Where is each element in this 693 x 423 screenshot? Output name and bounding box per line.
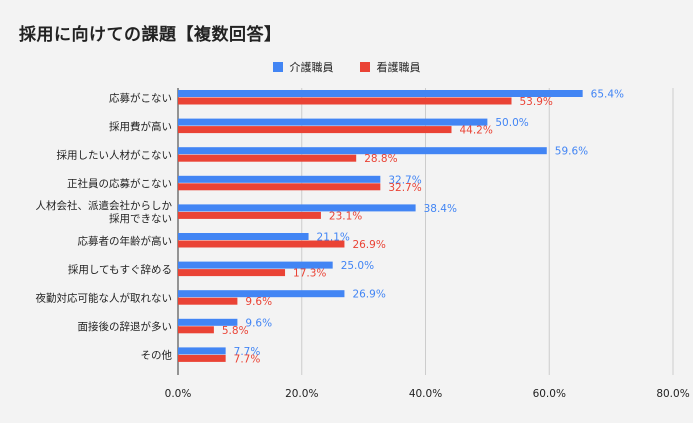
value-label-series-1: 5.8% [222, 325, 249, 337]
value-label-series-0: 50.0% [495, 117, 528, 129]
category-label: その他 [141, 349, 173, 362]
value-label-series-1: 7.7% [234, 353, 261, 365]
bar-series-1 [178, 97, 512, 105]
value-label-series-0: 7.7% [234, 346, 261, 358]
legend-swatch-series-0 [272, 62, 283, 72]
value-label-series-0: 21.1% [317, 232, 350, 244]
category-label: 採用できない [109, 212, 172, 225]
x-tick-label: 80.0% [656, 388, 689, 400]
legend-item-series-0[interactable]: 介護職員 [272, 59, 334, 75]
bar-series-1 [178, 297, 238, 305]
bar-series-0 [178, 175, 381, 183]
category-label: 採用費が高い [109, 120, 172, 133]
bar-series-1 [178, 269, 286, 277]
value-label-series-1: 28.8% [364, 153, 397, 165]
bar-series-1 [178, 326, 214, 334]
value-label-series-1: 44.2% [459, 125, 492, 137]
bar-series-0 [178, 147, 547, 155]
bar-series-0 [178, 290, 345, 298]
bar-series-1 [178, 211, 321, 219]
category-label: 人材会社、派遣会社からしか [36, 199, 173, 212]
category-label: 採用してもすぐ辞める [68, 263, 172, 276]
legend-label-series-0: 介護職員 [289, 61, 334, 74]
bar-series-0 [178, 204, 416, 212]
value-label-series-1: 17.3% [293, 268, 326, 280]
x-tick-label: 60.0% [533, 388, 566, 400]
value-label-series-0: 25.0% [341, 260, 374, 272]
bar-series-0 [178, 318, 238, 326]
category-label: 面接後の辞退が多い [78, 320, 173, 333]
bar-series-0 [178, 233, 309, 240]
x-tick-label: 0.0% [165, 388, 192, 400]
labels: 0.0% 20.0% 40.0% 60.0% 80.0% 応募がこない 65.4% 53.9%… [36, 89, 690, 401]
value-label-series-0: 32.7% [388, 174, 421, 186]
bar-series-1 [178, 154, 357, 162]
value-label-series-0: 38.4% [424, 203, 457, 215]
category-label: 応募者の年齢が高い [78, 234, 173, 247]
value-label-series-0: 9.6% [245, 317, 272, 329]
value-label-series-1: 32.7% [388, 182, 421, 194]
category-label: 正社員の応募がこない [67, 177, 172, 190]
bar-series-1 [178, 126, 452, 134]
value-label-series-1: 53.9% [520, 96, 553, 108]
value-label-series-1: 23.1% [329, 210, 362, 222]
bar-series-0 [178, 261, 333, 269]
legend-label-series-1: 看護職員 [376, 61, 421, 74]
value-label-series-1: 9.6% [245, 296, 272, 308]
category-label: 夜勤対応可能な人が取れない [36, 291, 173, 304]
legend-swatch-series-1 [359, 62, 370, 72]
legend-item-series-1[interactable]: 看護職員 [359, 59, 421, 75]
chart-title: 採用に向けての課題【複数回答】 [19, 25, 282, 45]
bar-series-1 [178, 240, 345, 248]
value-label-series-0: 26.9% [352, 289, 385, 301]
legend: 介護職員 看護職員 [0, 59, 693, 75]
bar-series-0 [178, 118, 488, 126]
bar-series-0 [178, 347, 226, 355]
bar-series-1 [178, 354, 226, 362]
bars [178, 90, 583, 362]
value-label-series-1: 26.9% [352, 239, 385, 251]
bar-series-0 [178, 90, 583, 97]
x-tick-label: 40.0% [409, 388, 442, 400]
bar-series-1 [178, 183, 381, 191]
category-label: 採用したい人材がこない [57, 148, 173, 161]
category-label: 応募がこない [109, 91, 172, 104]
value-label-series-0: 65.4% [591, 89, 624, 101]
x-tick-label: 20.0% [285, 388, 318, 400]
value-label-series-0: 59.6% [555, 146, 588, 158]
